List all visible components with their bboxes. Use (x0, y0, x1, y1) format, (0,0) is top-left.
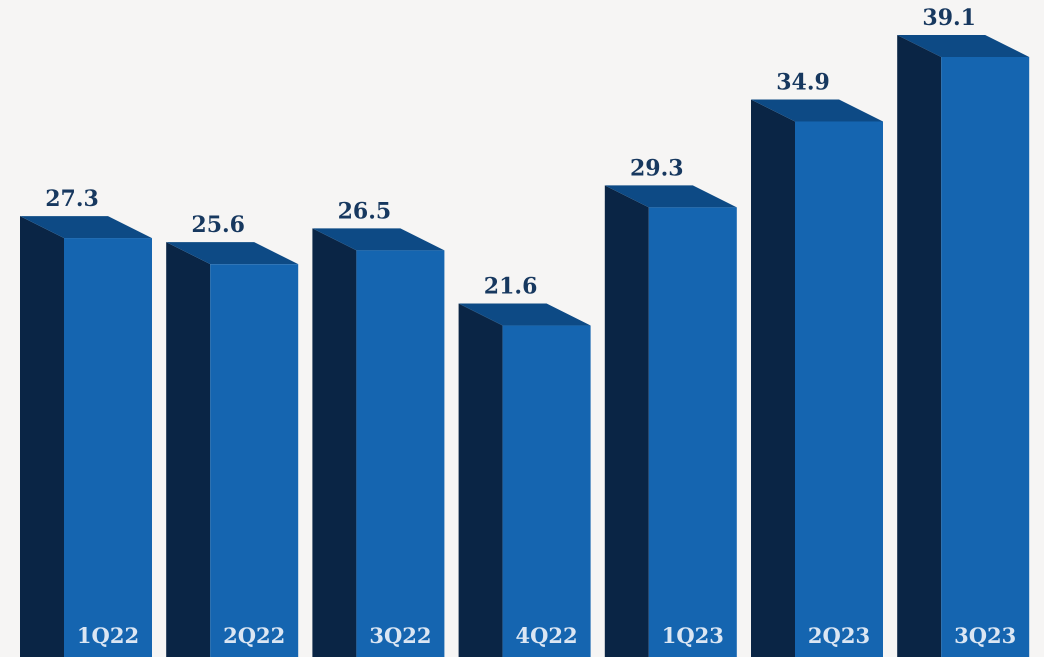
value-label: 26.5 (338, 198, 392, 224)
value-label: 25.6 (191, 212, 245, 238)
bar-2Q22: 25.6 2Q22 (166, 212, 299, 657)
bar-side-face (166, 242, 211, 657)
category-label: 3Q22 (369, 623, 431, 648)
category-label: 3Q23 (954, 623, 1016, 648)
value-label: 39.1 (922, 5, 976, 31)
bar-front-face (648, 207, 737, 657)
category-label: 1Q22 (77, 623, 139, 648)
bar-side-face (312, 228, 357, 657)
bar-front-face (941, 57, 1030, 657)
bar-front-face (795, 121, 883, 657)
bar-top-face (604, 185, 737, 208)
bar-top-face (20, 216, 152, 239)
bar-3Q22: 26.5 3Q22 (312, 198, 445, 657)
value-label: 27.3 (45, 186, 99, 212)
bar-2Q23: 34.9 2Q23 (751, 69, 883, 657)
bar-top-face (458, 303, 591, 326)
bar-side-face (751, 99, 795, 657)
bar-1Q23: 29.3 1Q23 (604, 155, 737, 657)
category-label: 2Q22 (223, 623, 285, 648)
bar-1Q22: 27.3 1Q22 (20, 186, 152, 657)
bar-front-face (502, 325, 591, 657)
category-label: 2Q23 (808, 623, 870, 648)
bar-3Q23: 39.1 3Q23 (897, 5, 1030, 657)
bar-side-face (897, 35, 942, 657)
bar-top-face (312, 228, 445, 251)
category-label: 1Q23 (662, 623, 724, 648)
bar-top-face (166, 242, 299, 265)
bar-top-face (751, 99, 883, 122)
bar-4Q22: 21.6 4Q22 (458, 274, 591, 657)
bar-top-face (897, 35, 1030, 57)
bar-front-face (64, 238, 152, 657)
value-label: 29.3 (630, 155, 684, 181)
bar-side-face (458, 303, 503, 657)
value-label: 34.9 (776, 69, 830, 95)
value-label: 21.6 (484, 274, 538, 300)
category-label: 4Q22 (516, 623, 578, 648)
bar-front-face (210, 264, 299, 657)
bar-side-face (604, 185, 649, 657)
bar-side-face (20, 216, 64, 657)
bar-front-face (356, 250, 445, 657)
